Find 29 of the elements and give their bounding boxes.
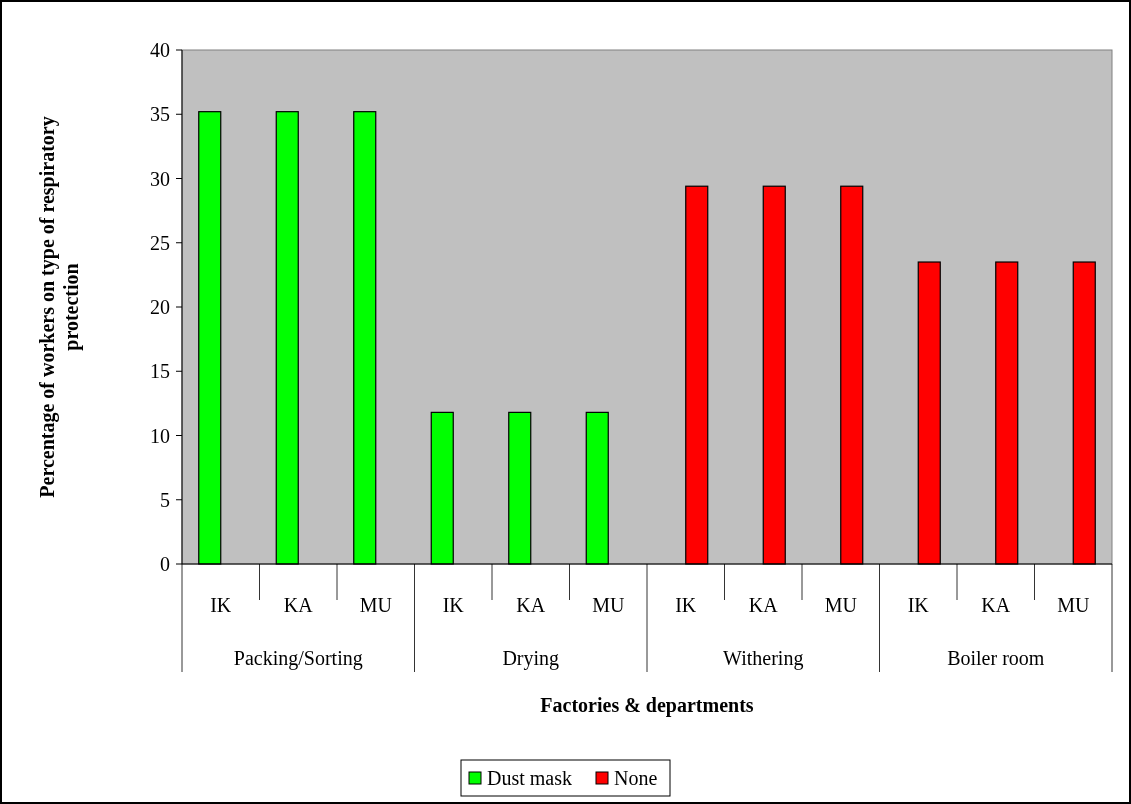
y-axis-title: Percentage of workers on type of respiratory protection (36, 116, 83, 498)
x-tick-label: IK (675, 594, 697, 616)
text: Drying (502, 647, 560, 670)
x-tick-label: MU (824, 594, 858, 616)
text: Packing/Sorting (233, 647, 363, 670)
y-tick-label: 10 (150, 424, 170, 447)
x-tick-label: MU (1057, 594, 1090, 616)
text: Boiler room (947, 647, 1045, 669)
y-tick-label: 20 (150, 296, 170, 318)
x-tick-label: IK (210, 594, 232, 616)
x-tick-label: KA (516, 594, 546, 616)
x-tick-label: IK (907, 594, 930, 616)
y-tick-label: 35 (150, 103, 170, 126)
y-tick-label: 30 (150, 167, 170, 190)
x-tick-label: IK (442, 594, 465, 616)
y-tick-label: 40 (150, 39, 170, 61)
y-tick-label: 25 (150, 231, 170, 254)
x-tick-label: MU (359, 594, 393, 616)
legend-label: Dust mask (487, 767, 572, 789)
x-axis-title: Factories & departments (540, 694, 754, 717)
text: Withering (723, 647, 804, 670)
y-tick-label: 15 (150, 360, 170, 383)
y-tick-label: 5 (160, 488, 170, 511)
x-tick-label: KA (283, 594, 314, 616)
x-tick-label: KA (748, 594, 779, 616)
legend-label: None (614, 767, 658, 789)
x-tick-label: MU (592, 594, 625, 616)
x-tick-label: KA (981, 594, 1011, 616)
y-tick-label: 0 (160, 553, 170, 575)
